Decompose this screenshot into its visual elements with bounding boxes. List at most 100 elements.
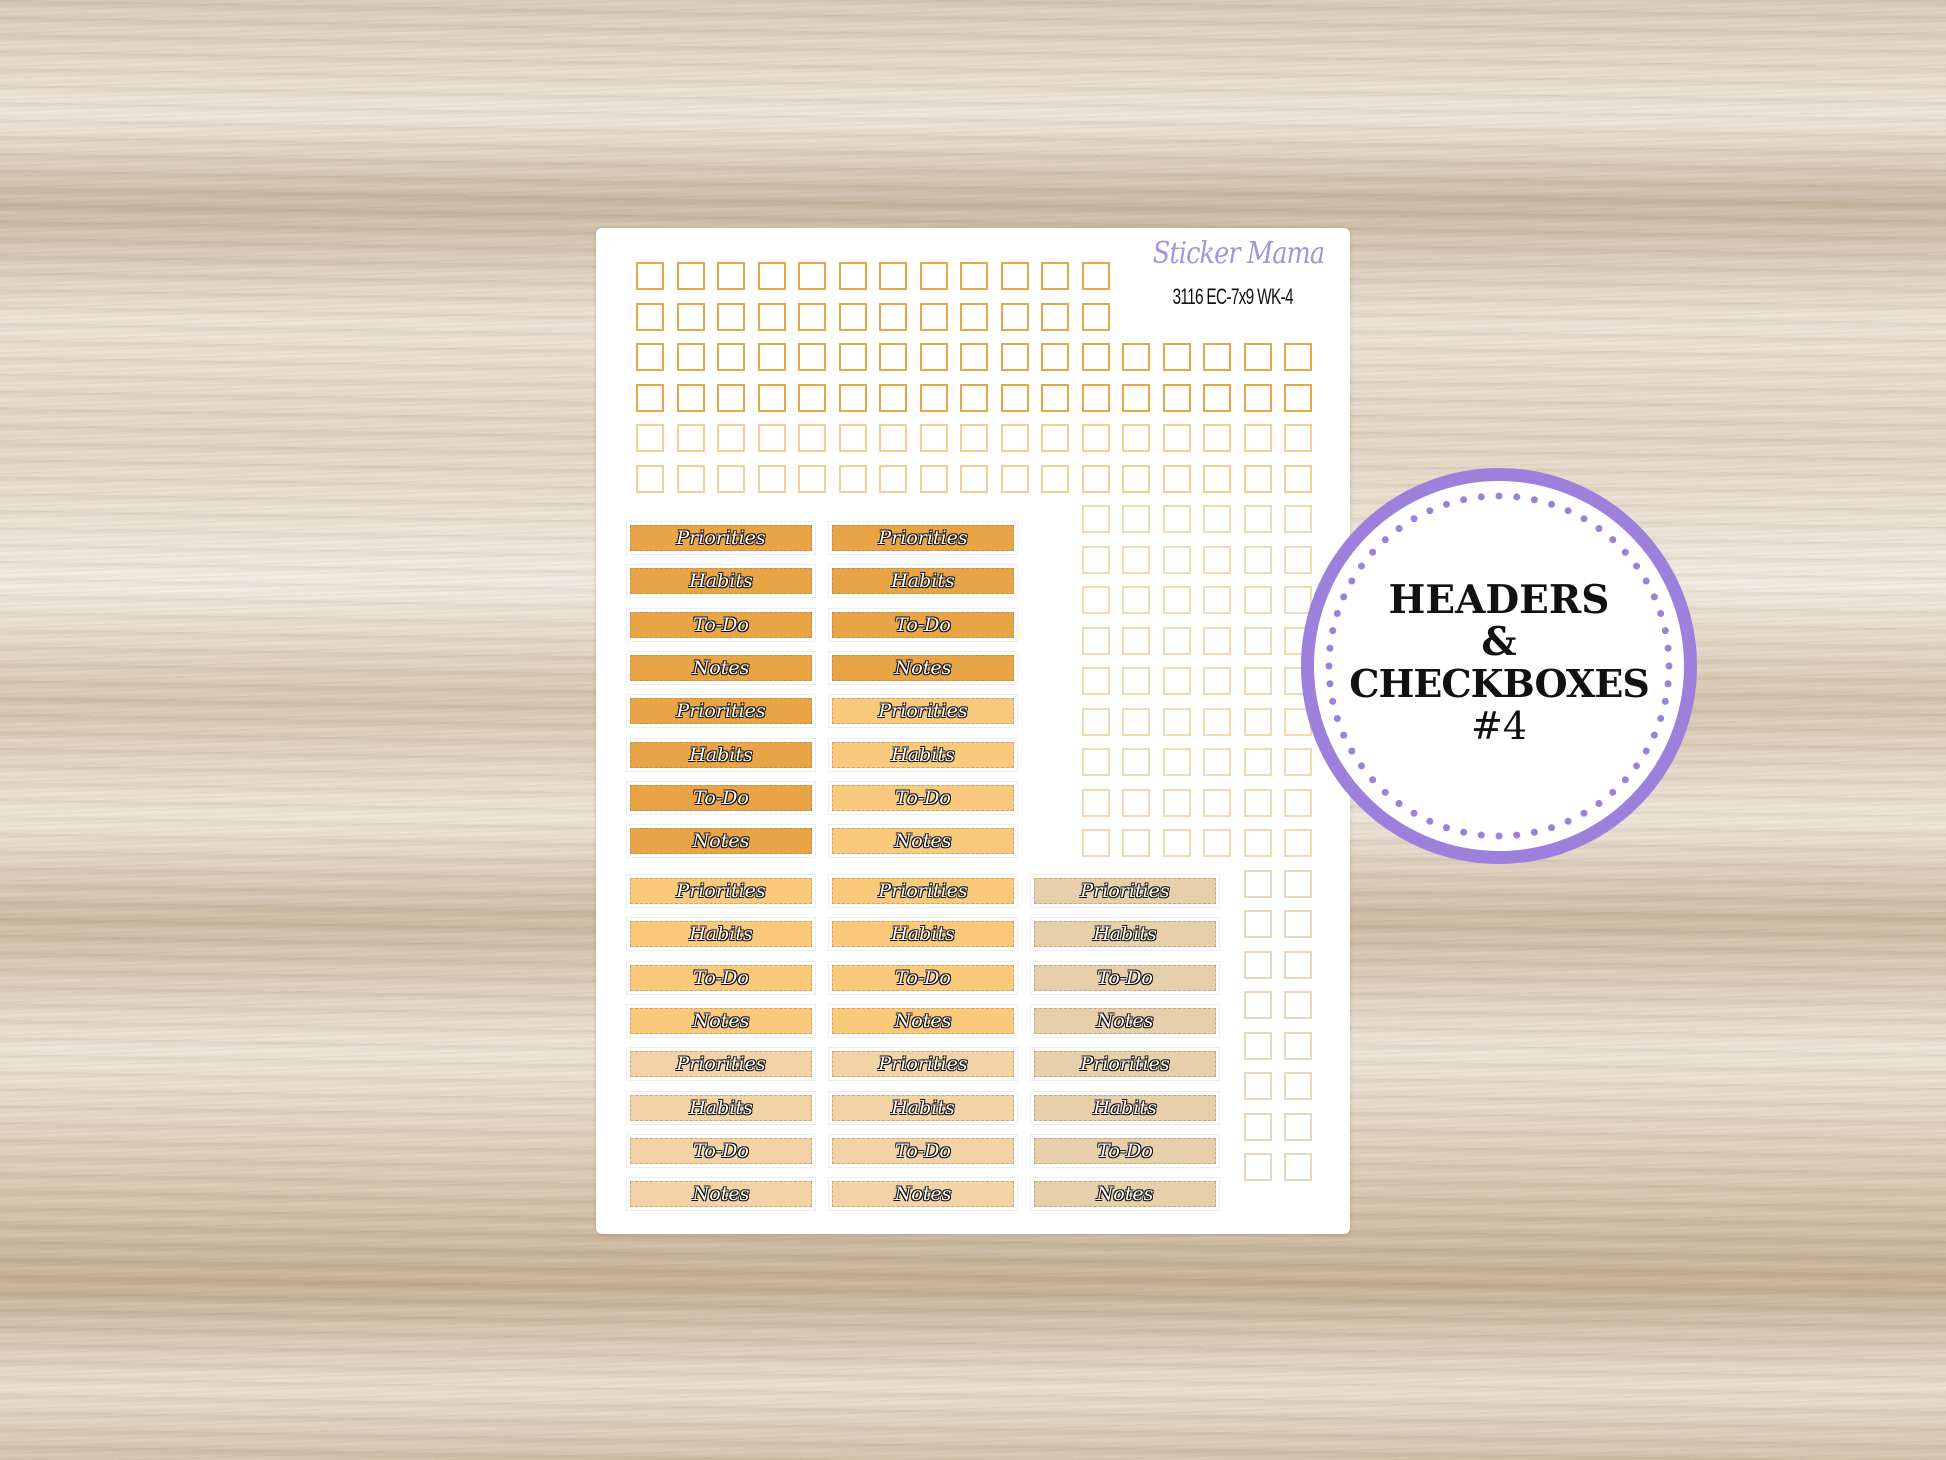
ring-dot — [1609, 536, 1617, 544]
ring-dot — [1340, 731, 1348, 739]
header-sticker: Habits — [627, 738, 815, 771]
checkbox-sticker — [1162, 383, 1191, 412]
checkbox-sticker — [1243, 869, 1272, 898]
ring-dot — [1661, 627, 1669, 635]
checkbox-sticker — [1243, 1031, 1272, 1060]
checkbox-sticker — [798, 424, 826, 452]
checkbox-sticker — [1284, 829, 1312, 857]
ring-dot — [1348, 747, 1356, 755]
checkbox-sticker — [1243, 464, 1272, 493]
header-sticker: To-Do — [829, 781, 1017, 814]
checkbox-sticker — [919, 464, 948, 493]
checkbox-sticker — [1162, 829, 1191, 857]
header-sticker: Notes — [829, 1004, 1017, 1037]
header-sticker: Habits — [829, 1091, 1017, 1124]
checkbox-sticker — [1041, 302, 1069, 331]
checkbox-sticker — [1122, 586, 1150, 614]
checkbox-sticker — [1041, 383, 1069, 412]
checkbox-sticker — [1122, 545, 1150, 574]
checkbox-sticker — [1041, 343, 1069, 371]
checkbox-sticker — [879, 464, 907, 493]
ring-dot — [1395, 800, 1403, 808]
checkbox-sticker — [1162, 464, 1191, 493]
checkbox-sticker — [1284, 1031, 1312, 1060]
ring-dot — [1369, 548, 1377, 556]
checkbox-sticker — [1000, 383, 1029, 412]
ring-dot — [1460, 828, 1468, 836]
checkbox-sticker — [1162, 505, 1191, 533]
checkbox-sticker — [757, 262, 786, 290]
ring-dot — [1357, 762, 1365, 770]
ring-dot — [1477, 493, 1485, 501]
checkbox-sticker — [717, 343, 745, 371]
sticker-sheet — [596, 228, 1350, 1234]
ring-dot — [1621, 548, 1629, 556]
checkbox-sticker — [1284, 424, 1312, 452]
checkbox-sticker — [960, 262, 988, 290]
ring-dot — [1650, 593, 1658, 601]
checkbox-sticker — [1243, 383, 1272, 412]
checkbox-sticker — [1284, 950, 1312, 979]
checkbox-sticker — [838, 302, 867, 331]
checkbox-sticker — [1203, 667, 1231, 695]
badge-line-headers: HEADERS — [1388, 577, 1610, 623]
header-sticker: To-Do — [829, 1134, 1017, 1167]
checkbox-sticker — [1122, 626, 1150, 655]
checkbox-sticker — [1162, 545, 1191, 574]
header-sticker: Habits — [627, 1091, 815, 1124]
checkbox-sticker — [676, 343, 705, 371]
checkbox-sticker — [717, 262, 745, 290]
badge-line-number: #4 — [1470, 704, 1528, 748]
checkbox-sticker — [1041, 424, 1069, 452]
ring-dot — [1650, 731, 1658, 739]
checkbox-sticker — [1284, 788, 1312, 817]
checkbox-sticker — [1122, 343, 1150, 371]
checkbox-sticker — [798, 464, 826, 493]
ring-dot — [1580, 515, 1588, 523]
checkbox-sticker — [1284, 1072, 1312, 1100]
ring-dot — [1580, 809, 1588, 817]
header-sticker: Habits — [1031, 918, 1219, 951]
header-sticker: To-Do — [1031, 1134, 1219, 1167]
ring-dot — [1426, 817, 1434, 825]
checkbox-sticker — [1081, 383, 1110, 412]
ring-dot — [1333, 609, 1341, 617]
ring-dot — [1329, 627, 1337, 635]
ring-dot — [1460, 496, 1468, 504]
checkbox-sticker — [1243, 1153, 1272, 1181]
checkbox-sticker — [1243, 829, 1272, 857]
ring-dot — [1609, 788, 1617, 796]
ring-dot — [1530, 496, 1538, 504]
checkbox-sticker — [879, 262, 907, 290]
checkbox-sticker — [919, 343, 948, 371]
checkbox-sticker — [1162, 424, 1191, 452]
ring-dot — [1564, 817, 1572, 825]
ring-dot — [1661, 697, 1669, 705]
checkbox-sticker — [1203, 626, 1231, 655]
checkbox-sticker — [838, 262, 867, 290]
checkbox-sticker — [1203, 383, 1231, 412]
checkbox-sticker — [1081, 464, 1110, 493]
checkbox-sticker — [1081, 788, 1110, 817]
ring-dot — [1664, 680, 1672, 688]
ring-dot — [1348, 577, 1356, 585]
ring-dot — [1410, 515, 1418, 523]
checkbox-sticker — [717, 383, 745, 412]
ring-dot — [1665, 662, 1673, 670]
ring-dot — [1664, 644, 1672, 652]
checkbox-sticker — [1284, 383, 1312, 412]
checkbox-sticker — [879, 343, 907, 371]
checkbox-sticker — [798, 383, 826, 412]
checkbox-sticker — [1122, 505, 1150, 533]
checkbox-sticker — [1081, 626, 1110, 655]
checkbox-sticker — [1243, 424, 1272, 452]
checkbox-sticker — [757, 464, 786, 493]
checkbox-sticker — [1162, 586, 1191, 614]
checkbox-sticker — [1243, 788, 1272, 817]
header-sticker: To-Do — [627, 961, 815, 994]
checkbox-sticker — [1122, 707, 1150, 736]
header-sticker: Habits — [627, 918, 815, 951]
checkbox-sticker — [1081, 748, 1110, 776]
checkbox-sticker — [838, 424, 867, 452]
checkbox-sticker — [798, 302, 826, 331]
